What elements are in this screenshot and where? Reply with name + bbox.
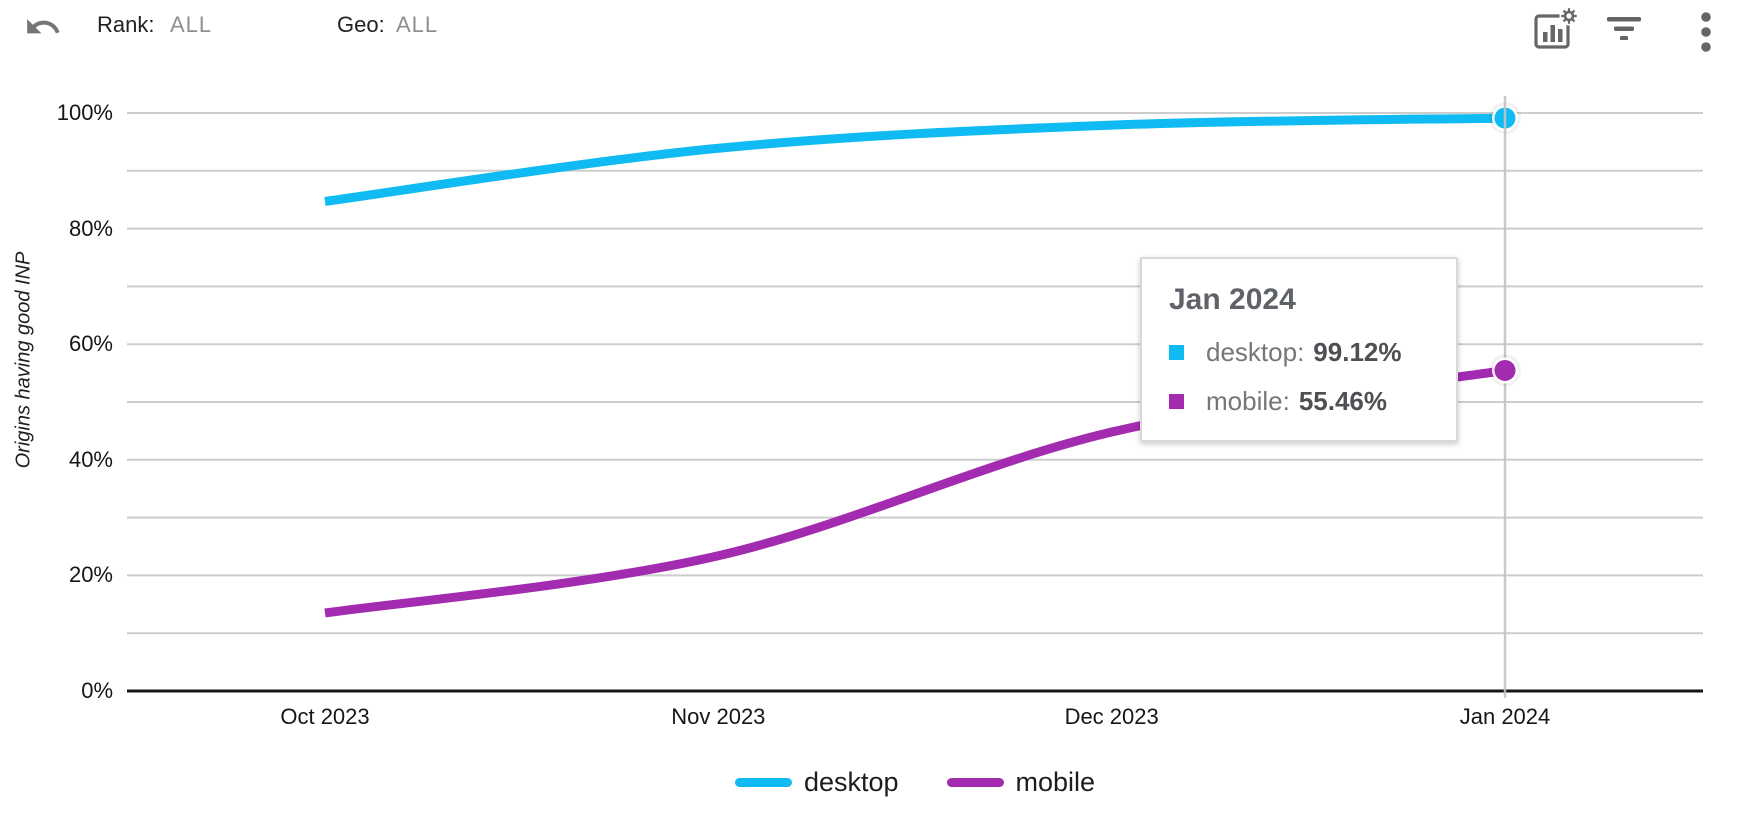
chart-settings-icon	[1534, 6, 1579, 49]
tooltip-title: Jan 2024	[1169, 283, 1296, 316]
legend-item-mobile: mobile	[946, 766, 1096, 798]
desktop-color-swatch	[1169, 345, 1184, 360]
legend-desktop-label: desktop	[803, 766, 899, 797]
tooltip-desktop-value: 99.12%	[1313, 337, 1402, 367]
x-tick-label: Oct 2023	[280, 704, 370, 729]
geo-filter-label: Geo:	[337, 12, 385, 37]
y-tick-label: 0%	[81, 678, 113, 703]
mobile-point	[1494, 359, 1516, 381]
x-tick-label: Jan 2024	[1459, 704, 1551, 729]
x-axis-labels: Oct 2023 Nov 2023 Dec 2023 Jan 2024	[0, 704, 1752, 734]
y-tick-label: 100%	[56, 100, 113, 125]
more-options-button[interactable]	[1700, 11, 1712, 53]
legend-mobile-label: mobile	[1015, 766, 1096, 797]
y-tick-label: 20%	[68, 562, 113, 588]
tooltip-mobile-value: 55.46%	[1298, 386, 1388, 416]
desktop-line-swatch	[734, 777, 792, 787]
rank-filter-label: Rank:	[97, 12, 155, 37]
filter-button[interactable]	[1606, 14, 1642, 41]
tooltip-row-desktop: desktop: 99.12%	[1169, 337, 1432, 368]
tooltip-mobile-label: mobile:	[1206, 386, 1290, 416]
y-tick-label: 40%	[68, 446, 113, 472]
x-tick-label: Dec 2023	[1064, 704, 1159, 729]
y-tick-label: 80%	[68, 215, 113, 241]
filter-icon	[1607, 17, 1641, 41]
chart-settings-button[interactable]	[1531, 5, 1579, 51]
geo-filter-value[interactable]: ALL	[396, 12, 439, 37]
rank-filter-value[interactable]: ALL	[170, 12, 213, 37]
more-vertical-icon	[1701, 12, 1711, 52]
toolbar: Rank: ALL Geo: ALL	[0, 0, 1752, 56]
series-line-desktop	[324, 113, 1506, 206]
legend-item-desktop: desktop	[734, 766, 899, 798]
chart-tooltip: Jan 2024 desktop: 99.12% mobile: 55.46%	[1140, 257, 1458, 442]
legend: desktop mobile	[127, 762, 1703, 802]
y-tick-label: 60%	[68, 331, 113, 357]
undo-icon	[27, 19, 60, 34]
mobile-color-swatch	[1169, 394, 1184, 409]
x-tick-label: Nov 2023	[671, 704, 766, 729]
mobile-line-swatch	[946, 777, 1004, 787]
tooltip-desktop-label: desktop:	[1206, 337, 1305, 367]
undo-button[interactable]	[24, 8, 62, 46]
tooltip-row-mobile: mobile: 55.46%	[1169, 386, 1432, 417]
